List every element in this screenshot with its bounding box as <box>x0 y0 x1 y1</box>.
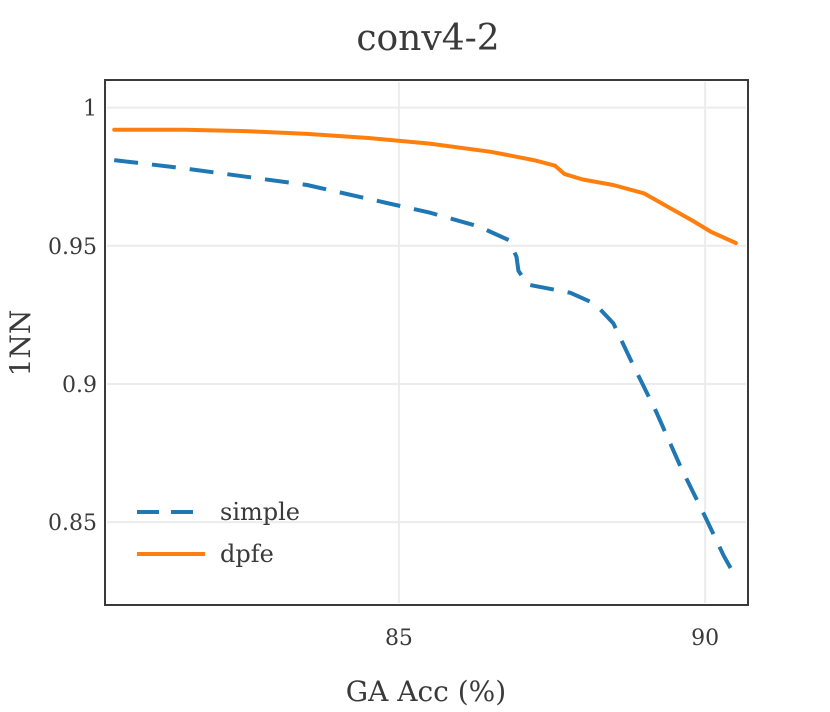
plot-frame <box>104 79 749 606</box>
y-tick-label: 0.9 <box>62 373 97 398</box>
series-line-dpfe <box>112 127 738 245</box>
y-tick-label: 0.95 <box>48 235 97 260</box>
x-tick-label: 85 <box>385 626 413 651</box>
y-tick-labels: 0.85 0.9 0.95 1 <box>48 97 97 536</box>
legend-label-simple: simple <box>220 498 300 526</box>
legend-label-dpfe: dpfe <box>220 540 274 568</box>
x-tick-label: 90 <box>691 626 719 651</box>
legend: simple dpfe <box>137 498 300 568</box>
y-axis-label: 1NN <box>4 310 37 377</box>
x-axis-label: GA Acc (%) <box>346 675 506 708</box>
grid-lines <box>107 82 746 603</box>
series-lines <box>112 127 738 579</box>
series-line-simple <box>113 158 738 579</box>
chart-title: conv4-2 <box>356 18 499 59</box>
y-tick-label: 1 <box>83 97 97 122</box>
x-tick-labels: 85 90 <box>385 626 719 651</box>
y-tick-label: 0.85 <box>48 511 97 536</box>
